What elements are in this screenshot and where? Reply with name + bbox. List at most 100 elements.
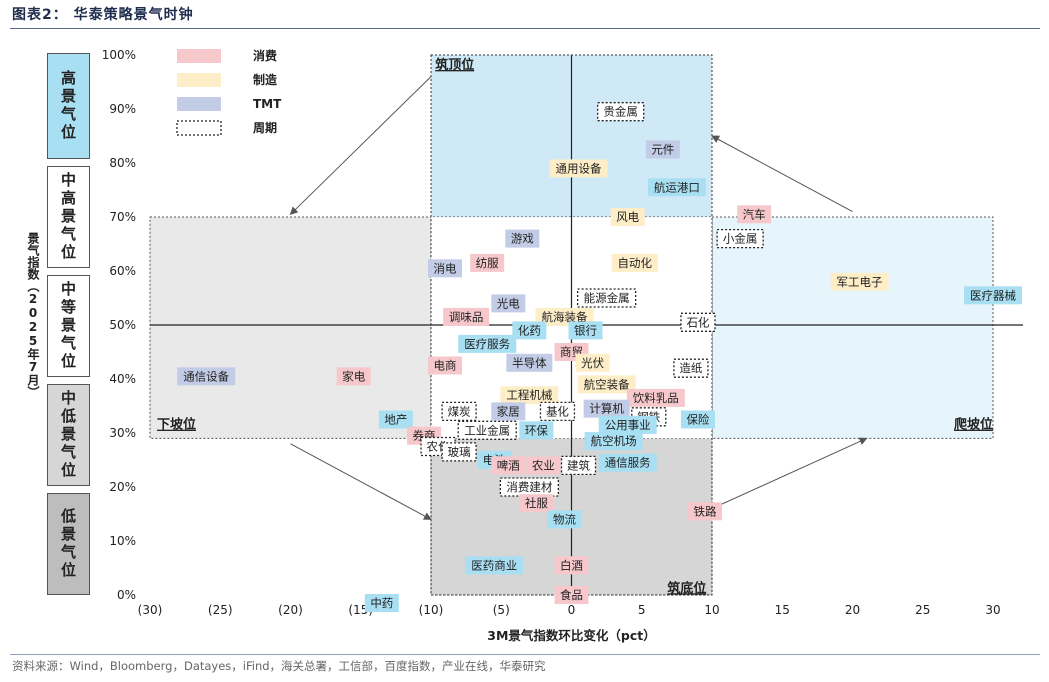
point-box (428, 356, 463, 375)
point-公用事业: 公用事业 (598, 415, 657, 434)
point-label: 半导体 (512, 356, 547, 370)
point-label: 造纸 (679, 361, 702, 375)
x-tick-label: 30 (985, 603, 1000, 617)
zone-label-right: 爬坡位 (953, 417, 993, 433)
tier-mid-high: 中高景气位 (47, 166, 90, 268)
point-label: 自动化 (617, 256, 652, 270)
point-家电: 家电 (336, 367, 371, 386)
point-box (539, 401, 576, 422)
point-label: 煤炭 (448, 404, 471, 418)
point-消费建材: 消费建材 (499, 477, 560, 497)
point-label: 建筑 (567, 458, 590, 472)
point-通用设备: 通用设备 (549, 159, 608, 178)
point-label: 游戏 (511, 232, 534, 246)
tier-mid: 中等景气位 (47, 275, 90, 377)
point-box (443, 307, 490, 326)
point-label: 保险 (686, 413, 709, 427)
point-box (598, 453, 657, 472)
point-地产: 地产 (378, 410, 413, 429)
point-box (457, 420, 517, 440)
point-box (737, 205, 772, 224)
point-医疗服务: 医疗服务 (458, 334, 517, 353)
point-石化: 石化 (680, 312, 716, 332)
source-note: 资料来源：Wind，Bloomberg，Datayes，iFind，海关总署，工… (12, 659, 546, 673)
point-铁路: 铁路 (687, 502, 722, 521)
point-box (645, 140, 680, 159)
point-box (465, 556, 524, 575)
zone-right (711, 216, 994, 439)
point-label: 农业 (532, 458, 555, 472)
legend-label: 周期 (253, 120, 277, 135)
point-label: 电商 (434, 359, 457, 373)
point-box (441, 401, 477, 422)
legend-label: 制造 (253, 72, 278, 87)
point-box (336, 367, 371, 386)
y-tick-label: 90% (109, 102, 136, 116)
point-label: 啤酒 (497, 458, 520, 472)
legend-label: TMT (253, 97, 282, 111)
point-label: 社服 (525, 496, 548, 510)
point-box (500, 386, 559, 405)
point-box (547, 510, 582, 529)
y-tick-label: 20% (109, 480, 136, 494)
point-box (611, 253, 658, 272)
point-工程机械: 工程机械 (500, 386, 559, 405)
point-食品: 食品 (554, 586, 589, 604)
point-label: 物流 (553, 512, 576, 526)
point-label: 调味品 (449, 310, 484, 324)
point-游戏: 游戏 (505, 229, 540, 248)
point-label: 工业金属 (464, 423, 510, 437)
legend-swatch (176, 120, 222, 136)
point-box (647, 178, 706, 197)
point-label: 医疗器械 (970, 288, 1016, 302)
tier-mid-low: 中低景气位 (47, 384, 90, 486)
point-label: 公用事业 (605, 418, 651, 432)
point-工业金属: 工业金属 (457, 420, 517, 440)
figure-title: 图表2： 华泰策略景气时钟 (12, 7, 194, 23)
point-label: 航空机场 (591, 434, 637, 448)
clock-arrow (711, 135, 853, 213)
point-label: 铁路 (693, 504, 716, 518)
point-label: 家电 (342, 369, 365, 383)
point-label: 工程机械 (506, 388, 552, 402)
point-box (458, 334, 517, 353)
point-box (554, 586, 589, 604)
y-tick-label: 50% (109, 318, 136, 332)
point-能源金属: 能源金属 (576, 288, 637, 308)
zone-label-bottom: 筑底位 (667, 580, 706, 596)
point-box (575, 353, 610, 372)
point-box (512, 321, 547, 340)
point-label: 纺服 (476, 256, 499, 270)
point-box (584, 432, 643, 451)
point-label: 小金属 (723, 232, 758, 246)
legend-label: 消费 (253, 48, 277, 63)
point-造纸: 造纸 (673, 358, 709, 378)
point-box (519, 494, 554, 513)
zone-left (149, 216, 432, 439)
point-label: 中药 (370, 596, 393, 610)
point-box (680, 312, 716, 332)
point-建筑: 建筑 (560, 455, 597, 476)
point-label: 通信设备 (183, 369, 229, 383)
point-光伏: 光伏 (575, 353, 610, 372)
point-label: 光伏 (581, 356, 604, 370)
point-label: 石化 (686, 315, 709, 329)
point-box (964, 286, 1022, 305)
point-社服: 社服 (519, 494, 554, 513)
point-box (597, 102, 645, 122)
point-box (364, 594, 399, 612)
source-divider (10, 654, 1040, 655)
point-白酒: 白酒 (554, 556, 589, 575)
point-label: 航空装备 (584, 377, 630, 391)
point-label: 消电 (434, 261, 457, 275)
point-玻璃: 玻璃 (441, 442, 477, 462)
point-label: 基化 (546, 404, 569, 418)
clock-arrow (289, 76, 432, 215)
point-物流: 物流 (547, 510, 582, 529)
point-box (470, 253, 505, 272)
point-贵金属: 贵金属 (597, 102, 645, 122)
point-label: 光电 (497, 296, 520, 310)
point-label: 能源金属 (584, 291, 630, 305)
point-啤酒: 啤酒 (491, 456, 526, 475)
x-tick-label: (10) (419, 603, 444, 617)
